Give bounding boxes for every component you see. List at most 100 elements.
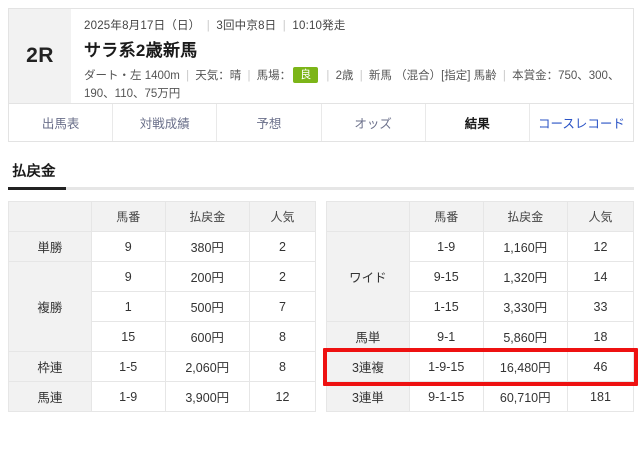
horse-number-cell: 1-15: [408, 291, 484, 322]
tab-label: オッズ: [354, 117, 392, 131]
cond-separator-5: |: [502, 70, 506, 82]
payout-cell: 1,320円: [482, 261, 568, 292]
race-class: 新馬 （混合）[指定] 馬齢: [368, 70, 497, 82]
horse-number-cell: 1: [90, 291, 166, 322]
tab-2[interactable]: 予想: [217, 104, 322, 141]
popularity-cell: 46: [566, 351, 635, 382]
race-info: 2025年8月17日（日） | 3回中京8日 | 10:10発走 サラ系2歳新馬…: [71, 9, 633, 103]
horse-number-cell: 9: [90, 231, 166, 262]
tab-4[interactable]: 結果: [426, 104, 530, 141]
tab-3[interactable]: オッズ: [322, 104, 426, 141]
table-row: 15 600円 8: [9, 321, 317, 352]
table-header-row: 馬番 払戻金 人気: [326, 201, 635, 232]
bet-type-label: 馬単: [326, 321, 410, 352]
meta-separator-2: |: [282, 20, 286, 32]
table-row: 1 500円 7: [9, 291, 317, 322]
tab-label: 出馬表: [41, 117, 80, 131]
popularity-cell: 33: [566, 291, 635, 322]
bet-type-label: ワイド: [326, 231, 410, 322]
bet-type-label: 枠連: [8, 351, 92, 382]
col-header-2: 払戻金: [482, 201, 568, 232]
payout-section-title: 払戻金: [12, 164, 56, 180]
payout-cell: 500円: [164, 291, 250, 322]
race-baba-label: 馬場：: [256, 70, 292, 82]
payout-cell: 380円: [164, 231, 250, 262]
race-meeting: 3回中京8日: [216, 20, 277, 32]
horse-number-cell: 15: [90, 321, 166, 352]
payout-cell: 2,060円: [164, 351, 250, 382]
table-row: 馬単 9-1 5,860円 18: [326, 321, 635, 352]
race-date: 2025年8月17日（日）: [84, 20, 201, 32]
race-weather: 天気：晴: [195, 70, 242, 82]
payout-cell: 200円: [164, 261, 250, 292]
table-row: 複勝 9 200円 2: [8, 261, 317, 352]
popularity-cell: 2: [248, 261, 317, 292]
col-header-3: 人気: [248, 201, 317, 232]
popularity-cell: 12: [566, 231, 635, 262]
payout-cell: 5,860円: [482, 321, 568, 352]
tab-1[interactable]: 対戦成績: [113, 104, 218, 141]
col-header-blank: [8, 201, 92, 232]
payout-section-header: 払戻金: [8, 160, 634, 190]
table-row: 3連複 1-9-15 16,480円 46: [326, 351, 635, 382]
popularity-cell: 8: [248, 351, 317, 382]
horse-number-cell: 9-1: [408, 321, 484, 352]
tab-label: 予想: [256, 117, 282, 131]
cond-separator-2: |: [247, 70, 251, 82]
payout-right-head: 馬番 払戻金 人気: [326, 201, 635, 232]
section-underline: [8, 187, 634, 190]
table-row: ワイド 1-9 1,160円 12: [326, 231, 635, 322]
payout-tables: 馬番 払戻金 人気 単勝 9 380円 2 複勝 9 200円 2 1 500円 7 15 600円 8 枠連 1…: [8, 201, 638, 412]
race-age: 2歳: [335, 70, 354, 82]
payout-right-body: ワイド 1-9 1,160円 12 9-15 1,320円 14 1-15 3,330円 33 馬単…: [326, 231, 635, 412]
horse-number-cell: 1-9-15: [408, 351, 484, 382]
bet-type-label: 複勝: [8, 261, 92, 352]
popularity-cell: 7: [248, 291, 317, 322]
table-row: 馬連 1-9 3,900円 12: [8, 381, 317, 412]
race-number-box: 2R: [9, 9, 71, 103]
col-header-3: 人気: [566, 201, 635, 232]
payout-table-left-wrap: 馬番 払戻金 人気 単勝 9 380円 2 複勝 9 200円 2 1 500円 7 15 600円 8 枠連 1…: [8, 201, 317, 412]
popularity-cell: 2: [248, 231, 317, 262]
horse-number-cell: 1-9: [408, 231, 484, 262]
payout-table-left: 馬番 払戻金 人気 単勝 9 380円 2 複勝 9 200円 2 1 500円 7 15 600円 8 枠連 1…: [8, 201, 317, 412]
payout-cell: 3,330円: [482, 291, 568, 322]
table-row: 単勝 9 380円 2: [8, 231, 317, 262]
table-header-row: 馬番 払戻金 人気: [8, 201, 317, 232]
horse-number-cell: 9: [90, 261, 166, 292]
tab-5[interactable]: コースレコード: [530, 104, 633, 141]
payout-left-body: 単勝 9 380円 2 複勝 9 200円 2 1 500円 7 15 600円 8 枠連 1-5 2,060円…: [8, 231, 317, 412]
popularity-cell: 181: [566, 381, 635, 412]
race-header: 2R 2025年8月17日（日） | 3回中京8日 | 10:10発走 サラ系2…: [8, 8, 634, 104]
table-row: 枠連 1-5 2,060円 8: [8, 351, 317, 382]
tab-0[interactable]: 出馬表: [9, 104, 114, 141]
race-meta-line: 2025年8月17日（日） | 3回中京8日 | 10:10発走: [84, 17, 623, 33]
tab-label: コースレコード: [538, 117, 625, 131]
col-header-blank: [326, 201, 410, 232]
cond-separator-1: |: [186, 70, 190, 82]
table-row: 3連単 9-1-15 60,710円 181: [326, 381, 635, 412]
popularity-cell: 8: [248, 321, 317, 352]
race-number: 2R: [26, 44, 54, 67]
race-tabs: 出馬表 対戦成績 予想 オッズ 結果 コースレコード: [8, 104, 634, 142]
bet-type-label: 馬連: [8, 381, 92, 412]
popularity-cell: 12: [248, 381, 317, 412]
tab-label: 結果: [464, 117, 490, 131]
payout-cell: 3,900円: [164, 381, 250, 412]
race-prize: 本賞金：750、300、190、110、75万円: [84, 70, 620, 100]
payout-cell: 16,480円: [482, 351, 568, 382]
race-conditions: ダート・左 1400m | 天気：晴 | 馬場：良 | 2歳 | 新馬 （混合）…: [84, 67, 623, 104]
popularity-cell: 18: [566, 321, 635, 352]
cond-separator-4: |: [359, 70, 363, 82]
payout-table-right-wrap: 馬番 払戻金 人気 ワイド 1-9 1,160円 12 9-15 1,320円 14 1-15 3,…: [326, 201, 635, 412]
cond-separator-3: |: [326, 70, 330, 82]
track-condition-badge: 良: [293, 67, 319, 83]
col-header-1: 馬番: [90, 201, 166, 232]
col-header-1: 馬番: [408, 201, 484, 232]
payout-table-right: 馬番 払戻金 人気 ワイド 1-9 1,160円 12 9-15 1,320円 14 1-15 3,…: [326, 201, 635, 412]
payout-cell: 1,160円: [482, 231, 568, 262]
table-row: 9-15 1,320円 14: [327, 261, 635, 292]
meta-separator-1: |: [206, 20, 210, 32]
race-post-time: 10:10発走: [292, 20, 346, 32]
payout-cell: 600円: [164, 321, 250, 352]
